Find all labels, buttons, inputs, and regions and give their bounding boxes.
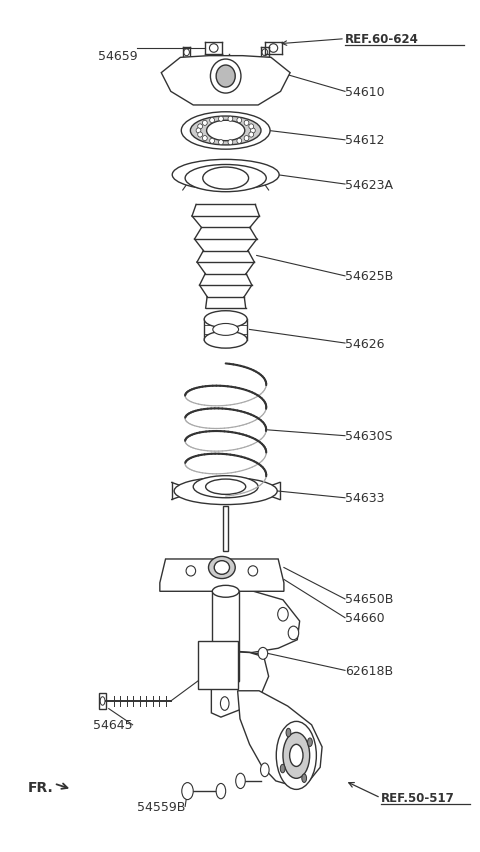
Ellipse shape [308, 738, 312, 746]
Text: 54650B: 54650B [345, 593, 394, 606]
Ellipse shape [213, 324, 239, 336]
Text: 54630S: 54630S [345, 429, 393, 443]
Text: 54610: 54610 [345, 86, 384, 99]
Text: 54626: 54626 [345, 337, 384, 350]
Ellipse shape [210, 118, 215, 124]
Ellipse shape [249, 133, 253, 138]
Ellipse shape [251, 129, 255, 134]
Ellipse shape [203, 136, 207, 141]
Ellipse shape [220, 697, 229, 711]
Ellipse shape [237, 118, 241, 124]
Text: 54633: 54633 [345, 492, 384, 504]
Ellipse shape [286, 728, 291, 737]
Text: 54612: 54612 [345, 134, 384, 147]
Ellipse shape [261, 763, 269, 777]
Ellipse shape [228, 117, 233, 122]
Ellipse shape [203, 168, 249, 190]
Ellipse shape [185, 165, 266, 193]
Polygon shape [218, 589, 300, 653]
Ellipse shape [218, 117, 223, 122]
Ellipse shape [198, 124, 203, 130]
Ellipse shape [186, 566, 196, 576]
Polygon shape [211, 651, 269, 717]
Text: 54559B: 54559B [137, 800, 185, 813]
Ellipse shape [302, 774, 307, 782]
Ellipse shape [289, 745, 303, 767]
Ellipse shape [216, 784, 226, 799]
Bar [99, 694, 107, 709]
Text: REF.60-624: REF.60-624 [345, 33, 419, 46]
Ellipse shape [258, 648, 268, 659]
Text: FR.: FR. [28, 780, 53, 794]
Ellipse shape [288, 626, 299, 640]
Text: 54660: 54660 [345, 612, 384, 625]
Ellipse shape [203, 121, 207, 126]
Text: 54645: 54645 [93, 718, 132, 731]
Ellipse shape [191, 117, 261, 146]
Ellipse shape [204, 331, 247, 348]
Ellipse shape [198, 133, 203, 138]
Ellipse shape [204, 311, 247, 328]
Ellipse shape [174, 478, 277, 505]
Text: 54623A: 54623A [345, 178, 393, 192]
Ellipse shape [208, 556, 235, 579]
Ellipse shape [172, 160, 279, 191]
Polygon shape [161, 56, 290, 106]
Ellipse shape [278, 607, 288, 621]
Text: 54625B: 54625B [345, 270, 393, 283]
Ellipse shape [283, 733, 310, 779]
Bar [212, 591, 239, 681]
Polygon shape [199, 642, 238, 689]
Ellipse shape [237, 139, 241, 144]
Ellipse shape [212, 675, 239, 687]
Polygon shape [238, 691, 322, 786]
Ellipse shape [218, 141, 223, 146]
Ellipse shape [205, 480, 246, 495]
Ellipse shape [210, 139, 215, 144]
Bar [223, 507, 228, 552]
Ellipse shape [206, 121, 245, 141]
Ellipse shape [214, 561, 229, 574]
Ellipse shape [276, 722, 316, 790]
Text: 54659: 54659 [98, 50, 137, 63]
Ellipse shape [212, 585, 239, 597]
Ellipse shape [181, 112, 270, 150]
Ellipse shape [248, 566, 258, 576]
Ellipse shape [236, 774, 245, 789]
Ellipse shape [244, 136, 249, 141]
Ellipse shape [210, 60, 241, 94]
Ellipse shape [216, 66, 235, 88]
Ellipse shape [228, 141, 233, 146]
Ellipse shape [182, 783, 193, 800]
Ellipse shape [280, 764, 285, 773]
Ellipse shape [193, 476, 258, 498]
Polygon shape [160, 559, 284, 591]
Ellipse shape [244, 121, 249, 126]
Text: 62618B: 62618B [345, 664, 393, 677]
Text: REF.50-517: REF.50-517 [381, 792, 455, 804]
Ellipse shape [196, 129, 201, 134]
Ellipse shape [249, 124, 253, 130]
